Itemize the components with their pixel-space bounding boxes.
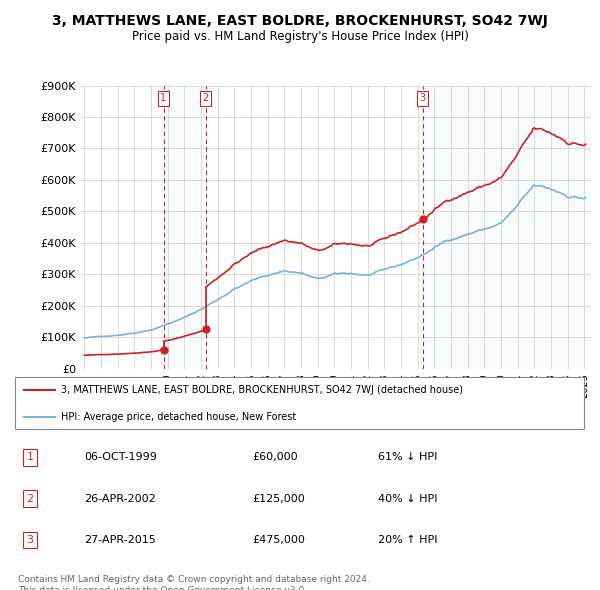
Text: 40% ↓ HPI: 40% ↓ HPI — [378, 494, 437, 503]
Bar — [163, 86, 206, 369]
Text: 20% ↑ HPI: 20% ↑ HPI — [378, 535, 437, 545]
Text: 3, MATTHEWS LANE, EAST BOLDRE, BROCKENHURST, SO42 7WJ (detached house): 3, MATTHEWS LANE, EAST BOLDRE, BROCKENHU… — [61, 385, 463, 395]
Text: 3: 3 — [419, 93, 425, 103]
Text: 61% ↓ HPI: 61% ↓ HPI — [378, 453, 437, 462]
Text: 2: 2 — [26, 494, 34, 503]
Bar — [422, 86, 593, 369]
Text: Price paid vs. HM Land Registry's House Price Index (HPI): Price paid vs. HM Land Registry's House … — [131, 30, 469, 43]
Text: £125,000: £125,000 — [252, 494, 305, 503]
Text: £475,000: £475,000 — [252, 535, 305, 545]
Text: 3: 3 — [26, 535, 34, 545]
Text: 1: 1 — [26, 453, 34, 462]
Text: HPI: Average price, detached house, New Forest: HPI: Average price, detached house, New … — [61, 412, 296, 422]
Bar — [206, 86, 422, 369]
Text: 27-APR-2015: 27-APR-2015 — [84, 535, 156, 545]
Text: Contains HM Land Registry data © Crown copyright and database right 2024.
This d: Contains HM Land Registry data © Crown c… — [18, 575, 370, 590]
Text: 1: 1 — [160, 93, 167, 103]
Text: 2: 2 — [203, 93, 209, 103]
Text: 06-OCT-1999: 06-OCT-1999 — [84, 453, 157, 462]
Text: 26-APR-2002: 26-APR-2002 — [84, 494, 156, 503]
Text: £60,000: £60,000 — [252, 453, 298, 462]
Text: 3, MATTHEWS LANE, EAST BOLDRE, BROCKENHURST, SO42 7WJ: 3, MATTHEWS LANE, EAST BOLDRE, BROCKENHU… — [52, 14, 548, 28]
FancyBboxPatch shape — [15, 377, 584, 429]
